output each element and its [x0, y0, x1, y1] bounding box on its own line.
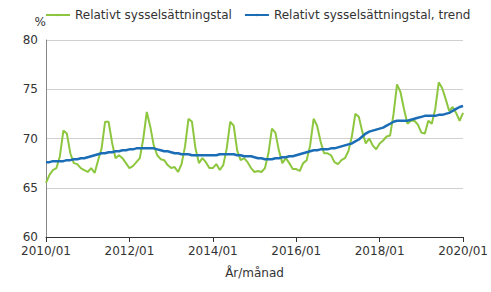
svg-text:Relativt sysselsättningstal: Relativt sysselsättningstal — [75, 8, 232, 22]
svg-text:2012/01: 2012/01 — [104, 244, 154, 258]
svg-text:65: 65 — [23, 181, 38, 195]
svg-text:70: 70 — [23, 132, 38, 146]
svg-text:%: % — [35, 15, 46, 29]
svg-text:2016/01: 2016/01 — [271, 244, 321, 258]
svg-text:2020/01: 2020/01 — [438, 244, 488, 258]
svg-text:2014/01: 2014/01 — [188, 244, 238, 258]
svg-text:80: 80 — [23, 33, 38, 47]
svg-text:2010/01: 2010/01 — [21, 244, 71, 258]
svg-text:60: 60 — [23, 230, 38, 244]
svg-text:Relativt sysselsättningstal, t: Relativt sysselsättningstal, trend — [274, 8, 471, 22]
svg-text:2018/01: 2018/01 — [355, 244, 405, 258]
svg-text:År/månad: År/månad — [225, 265, 284, 280]
svg-text:75: 75 — [23, 82, 38, 96]
